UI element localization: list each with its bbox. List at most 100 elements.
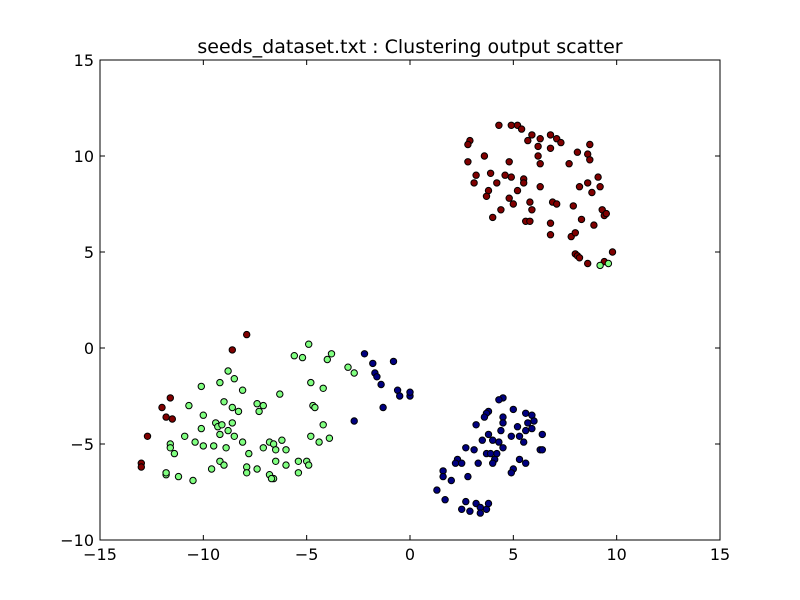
scatter-point-cluster-2 [199,411,208,419]
scatter-point-cluster-2 [278,436,286,444]
scatter-point-cluster-2 [276,390,284,398]
scatter-point-cluster-1 [553,200,561,208]
scatter-point-cluster-3 [530,417,538,425]
scatter-point-cluster-2 [220,461,228,469]
scatter-point-cluster-1 [513,186,522,195]
scatter-point-cluster-1 [571,229,579,237]
scatter-point-cluster-2 [319,384,327,392]
scatter-point-cluster-2 [238,438,247,446]
scatter-point-cluster-1 [546,131,555,139]
scatter-point-cluster-3 [515,432,524,440]
scatter-point-cluster-2 [220,398,228,406]
scatter-point-cluster-3 [499,419,507,427]
scatter-point-cluster-3 [495,438,503,446]
scatter-point-cluster-2 [234,407,243,416]
scatter-point-cluster-3 [373,373,381,381]
scatter-point-cluster-1 [517,125,526,133]
scatter-point-cluster-1 [573,148,582,156]
scatter-point-cluster-3 [538,430,546,439]
scatter-point-cluster-1 [526,217,534,226]
scatter-point-cluster-1 [588,188,596,197]
scatter-point-cluster-1 [536,183,544,191]
scatter-point-cluster-2 [181,432,189,440]
scatter-point-cluster-2 [307,432,315,440]
scatter-point-cluster-1 [586,156,594,164]
scatter-point-cluster-3 [472,421,480,429]
scatter-point-cluster-3 [507,432,515,440]
y-tick-label: −10 [60,531,94,550]
x-tick-label: −5 [295,545,319,564]
scatter-point-cluster-3 [484,430,493,439]
scatter-point-cluster-3 [522,459,530,467]
scatter-point-cluster-1 [228,346,237,354]
scatter-point-cluster-1 [507,173,515,181]
scatter-point-cluster-1 [243,330,251,339]
scatter-point-cluster-3 [464,472,472,481]
scatter-point-cluster-1 [584,179,592,187]
scatter-point-cluster-2 [166,444,175,452]
scatter-point-cluster-3 [524,419,532,427]
scatter-point-cluster-1 [464,140,472,149]
x-tick-label: −10 [186,545,220,564]
scatter-point-cluster-2 [207,465,216,473]
scatter-point-cluster-2 [604,259,613,268]
scatter-point-cluster-3 [447,476,455,485]
scatter-point-cluster-1 [584,259,592,268]
scatter-point-cluster-3 [499,444,507,452]
scatter-point-cluster-3 [458,459,466,467]
scatter-point-cluster-2 [216,378,224,387]
scatter-point-cluster-3 [497,426,505,435]
scatter-point-cluster-3 [369,359,377,368]
scatter-point-cluster-1 [546,231,555,239]
scatter-point-cluster-2 [267,474,276,483]
scatter-point-cluster-1 [586,140,594,149]
scatter-point-cluster-2 [311,403,319,412]
scatter-point-cluster-1 [497,206,505,214]
scatter-point-cluster-1 [528,206,536,214]
scatter-point-cluster-2 [253,465,261,473]
scatter-point-cluster-2 [319,421,327,429]
scatter-point-cluster-1 [137,463,146,471]
scatter-point-cluster-2 [199,442,208,450]
scatter-point-cluster-1 [546,219,555,227]
scatter-point-cluster-2 [185,401,193,410]
scatter-point-cluster-2 [210,442,218,450]
scatter-point-cluster-2 [228,403,237,412]
scatter-point-cluster-3 [478,436,486,444]
scatter-point-cluster-3 [489,436,497,444]
scatter-point-cluster-1 [464,158,472,166]
scatter-point-cluster-2 [174,472,183,481]
x-tick-label: 15 [710,545,730,564]
scatter-point-cluster-1 [493,179,501,187]
scatter-point-cluster-3 [360,350,369,358]
scatter-point-cluster-2 [218,421,226,429]
scatter-point-cluster-2 [170,449,179,458]
scatter-point-cluster-1 [509,200,517,208]
scatter-point-cluster-3 [476,509,484,517]
scatter-point-cluster-3 [441,496,449,504]
scatter-point-cluster-3 [489,459,497,467]
scatter-point-cluster-3 [474,459,482,467]
scatter-point-cluster-3 [522,409,530,417]
scatter-point-cluster-2 [259,444,267,452]
scatter-point-cluster-1 [520,179,528,187]
scatter-point-cluster-2 [255,407,263,416]
scatter-point-cluster-1 [489,213,497,222]
x-tick-label: 5 [508,545,518,564]
scatter-point-cluster-2 [596,261,604,270]
scatter-point-cluster-1 [505,158,513,166]
scatter-point-cluster-3 [466,507,474,515]
scatter-point-cluster-1 [590,221,598,229]
y-tick-label: 0 [84,339,94,358]
scatter-point-cluster-2 [282,461,290,469]
scatter-point-cluster-3 [528,424,536,433]
scatter-point-cluster-1 [501,171,509,179]
scatter-point-cluster-3 [484,499,493,508]
scatter-point-cluster-1 [565,160,573,168]
scatter-point-cluster-1 [524,136,532,145]
scatter-point-cluster-2 [323,355,331,364]
scatter-point-cluster-3 [513,423,522,431]
scatter-point-cluster-3 [379,403,387,412]
